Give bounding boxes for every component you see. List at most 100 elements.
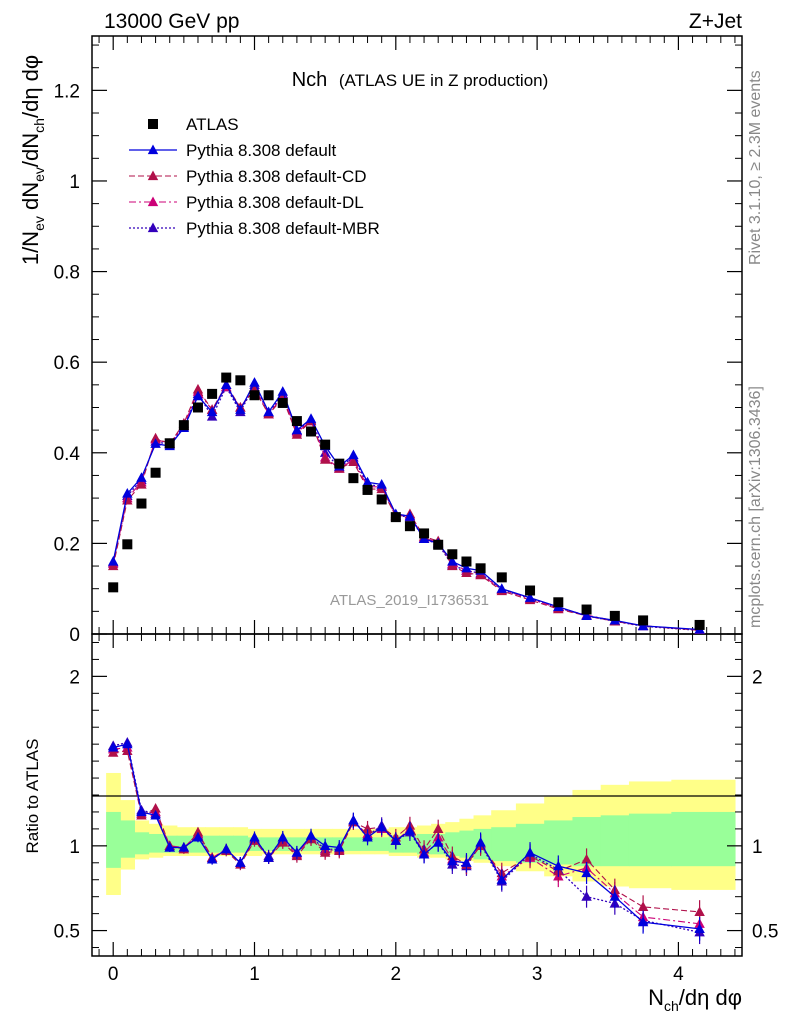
ratio-point (524, 847, 536, 857)
ratio-band-inner-bin (120, 820, 135, 858)
ratio-point (404, 825, 416, 835)
ratio-tick-label-right: 1 (752, 837, 763, 858)
ratio-tick-label-right: 2 (752, 667, 763, 688)
axes: 0 1 2 3 4 0 0.2 0.4 0.6 0.8 1 1.2 0.5 0.5 1 1 2 2 (54, 36, 778, 985)
legend-marker-triangle (147, 196, 159, 207)
ratio-point (221, 843, 232, 854)
chart-title-subtitle: (ATLAS UE in Z production) (339, 71, 548, 90)
atlas-point (419, 528, 430, 539)
chart-title: Nch (ATLAS UE in Z production) (292, 69, 549, 91)
ratio-band-inner-bin (628, 813, 672, 867)
series-point (263, 406, 274, 417)
atlas-point (348, 473, 359, 484)
ratio-point (107, 742, 119, 752)
series-point (581, 610, 592, 621)
legend-item-0: ATLAS (148, 115, 239, 134)
atlas-point (334, 458, 345, 469)
y-tick-label: 0 (69, 625, 80, 646)
atlas-point (235, 375, 246, 386)
y-tick-label: 0.2 (54, 534, 80, 555)
x-tick-label: 2 (391, 964, 402, 985)
mcplots-label: mcplots.cern.ch [arXiv:1306.3436] (747, 386, 764, 628)
ratio-point (581, 891, 592, 901)
ratio-axis-title: Ratio to ATLAS (23, 739, 42, 854)
atlas-point (320, 439, 331, 450)
y-tick-label: 0.4 (54, 444, 81, 465)
ratio-band-inner-bin (491, 827, 517, 862)
legend-marker-square (148, 119, 158, 129)
series-point (136, 479, 147, 489)
atlas-point (136, 498, 147, 509)
ratio-point (206, 853, 218, 864)
atlas-point (263, 390, 274, 401)
legend-label: Pythia 8.308 default (186, 141, 337, 160)
series-point (107, 556, 119, 566)
ratio-tick-label-left: 2 (69, 667, 80, 688)
series-point (150, 438, 161, 448)
atlas-point (277, 397, 288, 408)
ratio-point (192, 826, 204, 837)
series-point (447, 556, 458, 566)
ratio-point (107, 747, 119, 757)
y-tick-label: 0.6 (54, 353, 80, 374)
ratio-point (376, 821, 387, 832)
x-tick-label: 1 (249, 964, 260, 985)
series-point (496, 583, 508, 593)
ratio-point (475, 836, 486, 847)
ratio-line (113, 743, 700, 930)
atlas-point (306, 426, 317, 437)
series-line (112, 383, 700, 631)
ratio-point (390, 835, 402, 845)
x-axis-title: Nch/dη dφ (648, 985, 742, 1014)
y-tick-label: 1 (69, 172, 80, 193)
ratio-point (609, 891, 621, 901)
ratio-band-inner-bin (402, 835, 418, 853)
atlas-point (249, 390, 260, 401)
header-energy-label: 13000 GeV pp (104, 10, 239, 33)
atlas-point (404, 521, 415, 532)
ratio-point (150, 803, 161, 813)
series-point (305, 413, 317, 423)
atlas-point (447, 549, 458, 560)
atlas-point (638, 615, 649, 626)
series-point (277, 386, 288, 396)
series-point (192, 383, 204, 394)
atlas-point (390, 512, 401, 523)
series-point (291, 424, 303, 435)
ratio-point (192, 831, 204, 842)
series-point (524, 592, 536, 602)
ratio-point (637, 916, 649, 927)
ratio-point (277, 831, 288, 842)
ratio-point (164, 842, 175, 852)
ratio-point (581, 853, 592, 864)
atlas-point (164, 438, 175, 449)
legend-marker-triangle (147, 222, 159, 233)
legend-item-1: Pythia 8.308 default (129, 141, 337, 160)
series-point (235, 404, 246, 414)
ratio-band-inner-bin (205, 835, 220, 853)
series-point (150, 432, 161, 443)
legend-item-3: Pythia 8.308 default-DL (129, 193, 364, 212)
ratio-band-inner-bin (106, 811, 121, 868)
ratio-band-inner-bin (148, 833, 164, 853)
series-line (112, 386, 700, 631)
x-tick-label: 0 (108, 964, 119, 985)
ratio-point (447, 855, 458, 866)
legend-item-2: Pythia 8.308 default-CD (129, 167, 367, 186)
legend-marker-triangle (147, 170, 159, 181)
ratio-band-inner-bin (600, 815, 630, 867)
legend-label: Pythia 8.308 default-MBR (186, 219, 380, 238)
analysis-watermark: ATLAS_2019_I1736531 (330, 592, 489, 609)
ratio-point (432, 823, 444, 834)
ratio-point (334, 842, 345, 852)
ratio-point (291, 847, 303, 857)
ratio-tick-label-right: 0.5 (752, 922, 778, 943)
ratio-band-inner-bin (261, 837, 277, 851)
ratio-point (362, 823, 373, 834)
y-tick-label: 0.8 (54, 263, 80, 284)
series-point (136, 472, 147, 482)
ratio-band-inner-bin (459, 830, 475, 858)
ratio-point (249, 831, 260, 842)
ratio-band-inner-bin (671, 811, 736, 867)
atlas-point (553, 597, 564, 608)
